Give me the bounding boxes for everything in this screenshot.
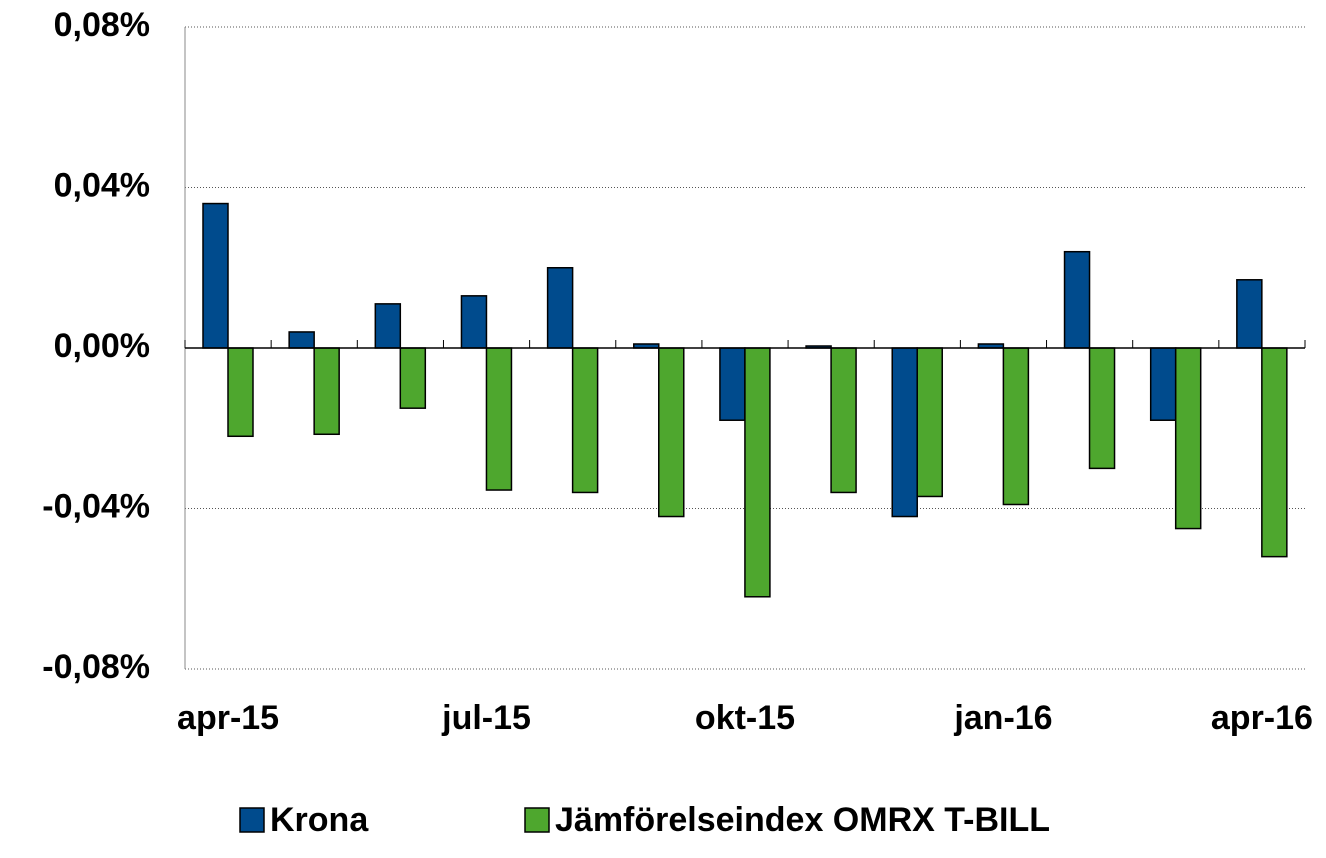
bar: [1063, 250, 1091, 349]
x-tick-label: jul-15: [441, 699, 531, 737]
y-tick-label: 0,04%: [54, 166, 150, 204]
x-tick-label: jan-16: [953, 699, 1052, 737]
bar: [546, 267, 574, 349]
bar: [1002, 347, 1030, 506]
x-tick-label: apr-15: [177, 699, 279, 737]
bar: [571, 347, 599, 494]
bar: [1261, 347, 1288, 558]
bar: [227, 347, 254, 438]
legend-swatch: [524, 807, 550, 833]
x-tick-label: okt-15: [695, 699, 795, 737]
bar: [313, 347, 340, 436]
legend-label: Krona: [270, 801, 369, 839]
bar: [485, 347, 513, 491]
x-tick-label: apr-16: [1211, 699, 1313, 737]
y-tick-label: 0,08%: [54, 6, 150, 44]
bar: [830, 347, 857, 494]
bar: [891, 347, 918, 518]
bar: [288, 331, 315, 349]
legend-label: Jämförelseindex OMRX T-BILL: [555, 801, 1050, 839]
bar: [744, 347, 771, 598]
y-tick-label: -0,08%: [42, 648, 150, 686]
bar: [916, 347, 943, 498]
legend-swatch: [239, 807, 265, 833]
bar: [1174, 347, 1202, 530]
bar: [1088, 347, 1116, 470]
bar: [1236, 279, 1263, 349]
y-tick-label: 0,00%: [54, 327, 150, 365]
bar: [460, 295, 488, 349]
bar: [1149, 347, 1177, 421]
y-tick-label: -0,04%: [42, 487, 150, 525]
bar: [374, 303, 402, 349]
bar: [399, 347, 427, 409]
bar: [719, 347, 746, 421]
bar: [658, 347, 685, 518]
bar: [202, 202, 229, 349]
